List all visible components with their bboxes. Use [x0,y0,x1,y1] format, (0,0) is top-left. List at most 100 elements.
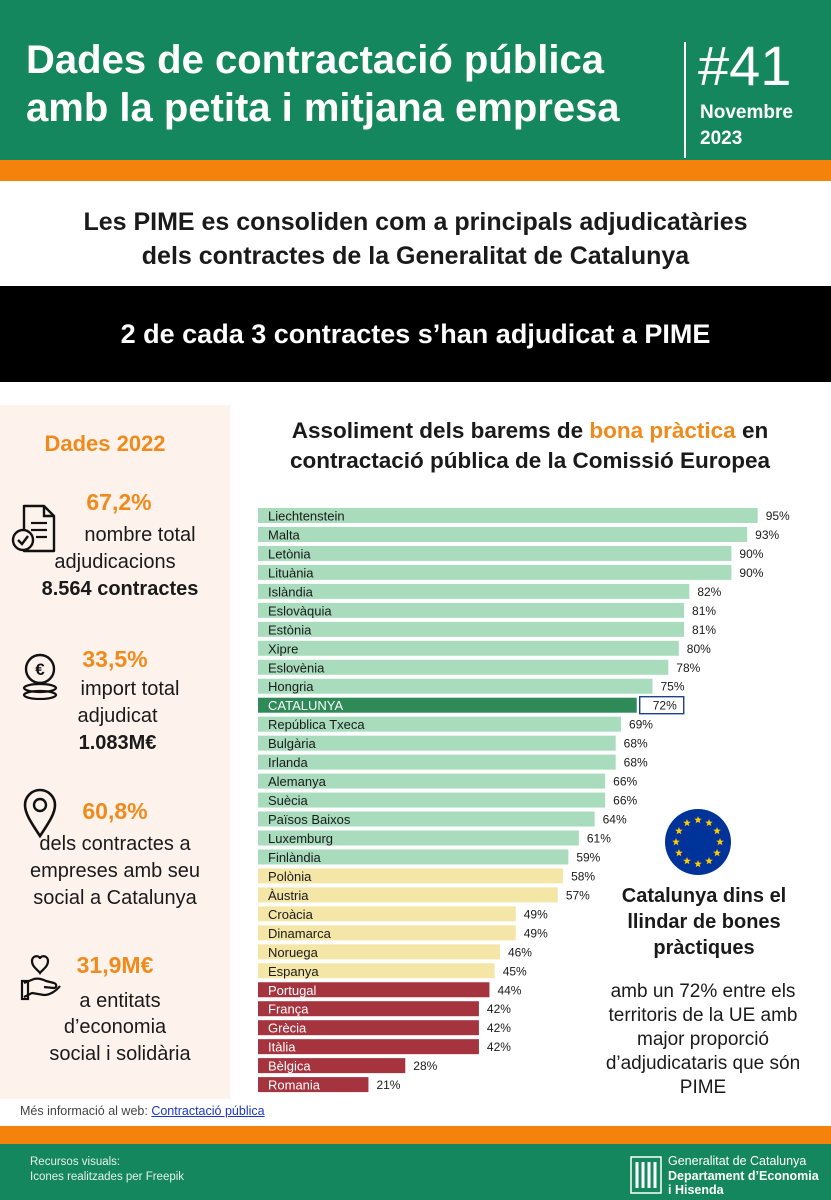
stat-4-line1: a entitats [79,990,161,1012]
value-label-italia: 42% [487,1040,511,1054]
bar-xipre [258,640,679,656]
stats-panel: Dades 2022 67,2% nombre total adjudicaci… [0,405,230,1099]
more-info-link[interactable]: Contractació pública [151,1104,265,1118]
value-label-romania: 21% [376,1078,400,1092]
bar-italia [258,1039,479,1055]
eu-box-heading: Catalunya dins el llindar de bones pràct… [596,883,812,961]
bar-romania [258,1077,369,1093]
eu-heading-line1: Catalunya dins el [621,885,787,907]
main-title-line2: amb la petita i mitjana empresa [26,86,620,130]
category-label-italia: Itàlia [268,1040,296,1055]
gencat-line2: Departament d’Economia [668,1169,819,1183]
category-label-liechtenstein: Liechtenstein [268,509,345,524]
eu-star [716,838,724,846]
bar-hongria [258,678,653,694]
category-label-alemanya: Alemanya [268,774,327,789]
value-label-austria: 57% [566,888,590,902]
bar-noruega [258,944,500,960]
bar-irlanda [258,754,616,770]
eu-star [672,838,680,846]
stat-1-value: 67,2% [86,489,152,515]
category-label-bulgaria: Bulgària [268,736,316,751]
category-label-catalunya: CATALUNYA [268,698,343,713]
eu-star [705,857,713,865]
value-label-estonia: 81% [692,623,716,637]
category-label-hongria: Hongria [268,679,314,694]
bar-portugal [258,982,490,998]
category-label-estonia: Estònia [268,622,312,637]
chart-title-line2: contractació pública de la Comissió Euro… [289,448,771,473]
bar-republica-txeca [258,716,621,732]
stat-2-value: 33,5% [82,646,148,672]
category-label-portugal: Portugal [268,983,317,998]
eu-star [675,827,683,835]
issue-month: Novembre [700,102,793,123]
category-label-noruega: Noruega [268,945,319,960]
eu-star [675,849,683,857]
value-label-republica-txeca: 69% [629,718,653,732]
main-title-line1: Dades de contractació pública [26,38,604,82]
stats-panel-title: Dades 2022 [44,431,166,456]
value-label-hongria: 75% [661,680,685,694]
bar-finlandia [258,849,569,865]
bar-islandia [258,583,690,599]
stat-4-value: 31,9M€ [76,952,154,978]
credits-line2: Icones realitzades per Freepik [30,1171,185,1183]
stat-1-strong: 8.564 contractes [41,578,199,600]
value-label-polonia: 58% [571,869,595,883]
headline-banner: 2 de cada 3 contractes s’han adjudicat a… [0,286,831,382]
eu-star [683,857,691,865]
value-label-portugal: 44% [497,983,521,997]
headline-banner-text: 2 de cada 3 contractes s’han adjudicat a… [120,318,711,349]
category-label-paisos-baixos: Països Baixos [268,812,351,827]
stat-2-line2: adjudicat [77,705,158,727]
main-title: Dades de contractació pública amb la pet… [26,36,686,132]
category-label-malta: Malta [268,527,301,542]
value-label-paisos-baixos: 64% [603,813,627,827]
eu-text-line5: PIME [679,1077,727,1098]
credits-line1: Recursos visuals: [30,1156,121,1168]
location-pin-icon [23,788,57,839]
bar-luxemburg [258,830,579,846]
value-label-bulgaria: 68% [624,737,648,751]
bar-letonia [258,545,732,561]
bar-eslovaquia [258,602,685,618]
stat-2-line1: import total [80,678,180,700]
category-label-luxemburg: Luxemburg [268,831,333,846]
category-label-lituania: Lituània [268,565,314,580]
bar-grecia [258,1020,479,1036]
svg-text:€: € [35,660,45,679]
eu-text-line2: territoris de la UE amb [608,1005,798,1026]
value-label-lituania: 90% [739,566,763,580]
bar-liechtenstein [258,508,758,523]
bar-belgica [258,1058,406,1074]
orange-band-bottom [0,1126,831,1144]
category-label-republica-txeca: República Txeca [268,717,365,732]
stat-3-value: 60,8% [82,798,148,824]
value-label-luxemburg: 61% [587,831,611,845]
category-label-polonia: Polònia [268,869,312,884]
category-label-belgica: Bèlgica [268,1059,311,1074]
category-label-irlanda: Irlanda [268,755,309,770]
value-label-grecia: 42% [487,1021,511,1035]
chart-title: Assoliment dels barems de bona pràctica … [240,416,820,476]
more-info-prefix: Més informació al web: [20,1104,152,1118]
value-label-franca: 42% [487,1002,511,1016]
category-label-letonia: Letònia [268,546,311,561]
chart-title-highlight: bona pràctica [589,418,736,443]
value-label-letonia: 90% [739,547,763,561]
bar-alemanya [258,773,606,789]
eu-box-text: amb un 72% entre els territoris de la UE… [588,980,818,1100]
stat-2-strong: 1.083M€ [78,732,157,754]
eu-text-line4: d’adjudicataris que són [605,1053,801,1074]
header-divider [684,42,686,158]
value-label-suecia: 66% [613,794,637,808]
value-label-finlandia: 59% [576,850,600,864]
eu-heading-line2: llindar de bones [627,911,781,933]
category-label-finlandia: Finlàndia [268,850,322,865]
bar-polonia [258,868,564,884]
header-bar: Dades de contractació pública amb la pet… [0,0,831,160]
eu-star [713,849,721,857]
stat-1-line2: adjudicacions [54,551,176,573]
bar-espanya [258,963,495,979]
